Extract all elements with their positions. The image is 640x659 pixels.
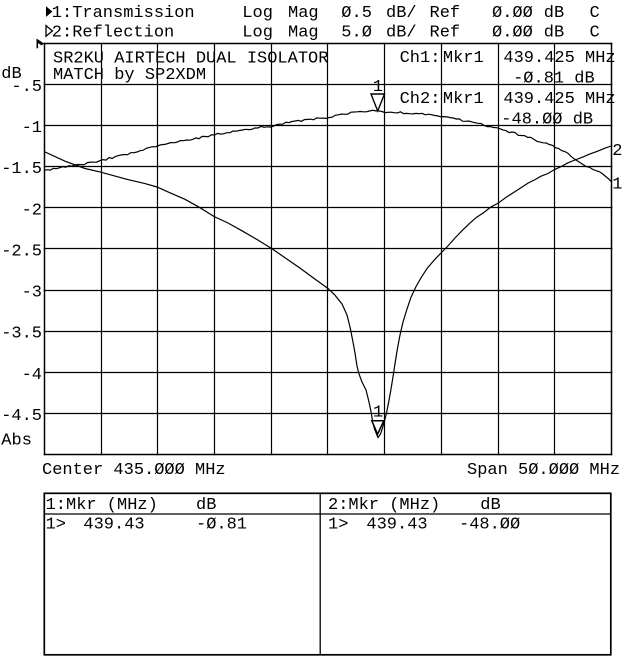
svg-text:Ø.5: Ø.5 [341,4,372,23]
svg-text:2:Mkr (MHz): 2:Mkr (MHz) [328,496,440,515]
svg-text:-3.5: -3.5 [1,325,42,344]
svg-text:-1: -1 [22,119,42,138]
svg-text:1>: 1> [328,515,348,534]
svg-text:2: 2 [612,142,622,161]
svg-text:5.Ø: 5.Ø [341,24,372,43]
svg-text:-4: -4 [22,366,42,385]
svg-text:-2.5: -2.5 [1,242,42,261]
svg-text:-4.5: -4.5 [1,407,42,426]
svg-text:Mag: Mag [288,24,319,43]
svg-text:-48.ØØ: -48.ØØ [459,515,520,534]
svg-text:Center 435.ØØØ MHz: Center 435.ØØØ MHz [42,461,226,480]
svg-text:1: 1 [373,78,383,97]
svg-text:-.5: -.5 [11,78,42,97]
svg-text:dB/: dB/ [386,4,417,23]
svg-text:-1.5: -1.5 [1,160,42,179]
svg-text:Ø.ØØ: Ø.ØØ [492,4,533,23]
svg-text:-48.ØØ dB: -48.ØØ dB [501,111,593,130]
svg-text:dB: dB [1,65,21,84]
svg-text:Abs: Abs [1,432,32,451]
svg-text:Mkr1: Mkr1 [443,90,484,109]
svg-text:Log: Log [242,24,273,43]
svg-text:dB/: dB/ [386,24,417,43]
svg-text:439.43: 439.43 [366,515,427,534]
svg-text:2:Reflection: 2:Reflection [52,24,174,43]
svg-text:-Ø.81 dB: -Ø.81 dB [513,69,595,88]
svg-text:439.425 MHz: 439.425 MHz [503,90,615,109]
svg-text:Mag: Mag [288,4,319,23]
svg-text:MATCH by SP2XDM: MATCH by SP2XDM [53,66,206,85]
svg-text:C: C [590,4,600,23]
svg-text:-3: -3 [22,284,42,303]
svg-text:C: C [590,24,600,43]
svg-text:1: 1 [612,176,622,195]
svg-text:1: 1 [373,404,383,423]
svg-text:Ref: Ref [430,24,461,43]
svg-text:Mkr1: Mkr1 [443,49,484,68]
svg-text:dB: dB [196,496,216,515]
svg-text:dB: dB [544,4,564,23]
svg-text:Ch1:: Ch1: [400,49,441,68]
svg-text:dB: dB [544,24,564,43]
svg-text:-Ø.81: -Ø.81 [196,515,247,534]
svg-text:Ref: Ref [430,4,461,23]
svg-text:Ø.ØØ: Ø.ØØ [492,24,533,43]
svg-text:1:Mkr (MHz): 1:Mkr (MHz) [46,496,158,515]
svg-text:dB: dB [480,496,500,515]
svg-text:-2: -2 [22,201,42,220]
svg-text:Ch2:: Ch2: [400,90,441,109]
svg-text:1:Transmission: 1:Transmission [52,4,195,23]
svg-text:SR2KU AIRTECH DUAL ISOLATOR: SR2KU AIRTECH DUAL ISOLATOR [53,49,328,68]
svg-text:1>: 1> [46,515,66,534]
svg-text:439.425 MHz: 439.425 MHz [503,49,615,68]
svg-text:Span 5Ø.ØØØ MHz: Span 5Ø.ØØØ MHz [467,461,620,480]
svg-text:Log: Log [242,4,273,23]
svg-text:439.43: 439.43 [83,515,144,534]
